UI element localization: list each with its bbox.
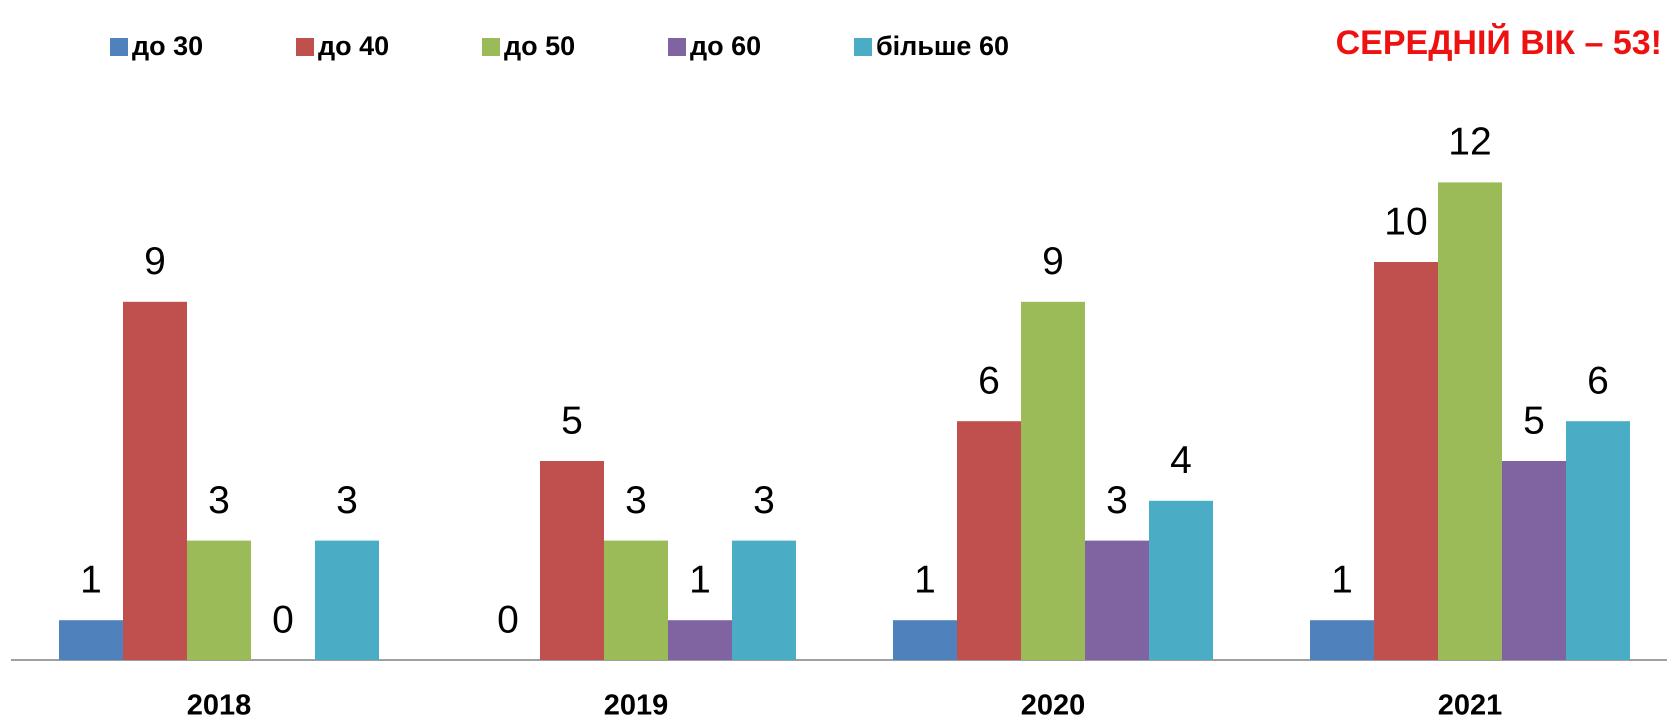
data-label: 6 [1587,359,1609,402]
bar [668,620,732,660]
data-label: 3 [625,479,647,522]
bar [1021,301,1085,660]
bar [540,461,604,660]
legend-swatch [854,38,872,56]
chart-title: СЕРЕДНІЙ ВІК – 53! [1336,23,1662,62]
bar [315,540,379,660]
bar [1310,620,1374,660]
bar [187,540,251,660]
bar [123,301,187,660]
data-label: 1 [80,558,102,601]
bar [893,620,957,660]
data-label: 1 [914,558,936,601]
data-label: 12 [1448,121,1491,164]
data-label: 3 [336,479,358,522]
bar [1502,461,1566,660]
legend-swatch [296,38,314,56]
data-label: 3 [1106,479,1128,522]
data-label: 6 [978,359,1000,402]
data-label: 9 [1042,240,1064,283]
bar [604,540,668,660]
legend-label: до 60 [690,31,761,61]
data-label: 9 [144,240,166,283]
bar [1374,262,1438,660]
bar [1149,500,1213,660]
legend-label: до 40 [318,31,389,61]
bar [1566,421,1630,660]
data-label: 3 [208,479,230,522]
data-label: 10 [1384,200,1427,243]
bar [59,620,123,660]
data-label: 0 [497,598,519,641]
legend-swatch [668,38,686,56]
legend-label: більше 60 [876,31,1009,61]
bar [957,421,1021,660]
x-tick-label: 2019 [604,690,669,722]
data-label: 1 [1331,558,1353,601]
legend-swatch [482,38,500,56]
data-label: 4 [1170,439,1192,482]
x-tick-label: 2020 [1021,690,1086,722]
data-label: 3 [753,479,775,522]
legend-label: до 50 [504,31,575,61]
data-label: 5 [1523,399,1545,442]
data-label: 5 [561,399,583,442]
legend-label: до 30 [132,31,203,61]
data-label: 0 [272,598,294,641]
x-tick-label: 2021 [1438,690,1503,722]
data-label: 1 [689,558,711,601]
x-tick-label: 2018 [187,690,252,722]
bar [1438,182,1502,660]
bar [1085,540,1149,660]
legend-swatch [110,38,128,56]
bar [732,540,796,660]
